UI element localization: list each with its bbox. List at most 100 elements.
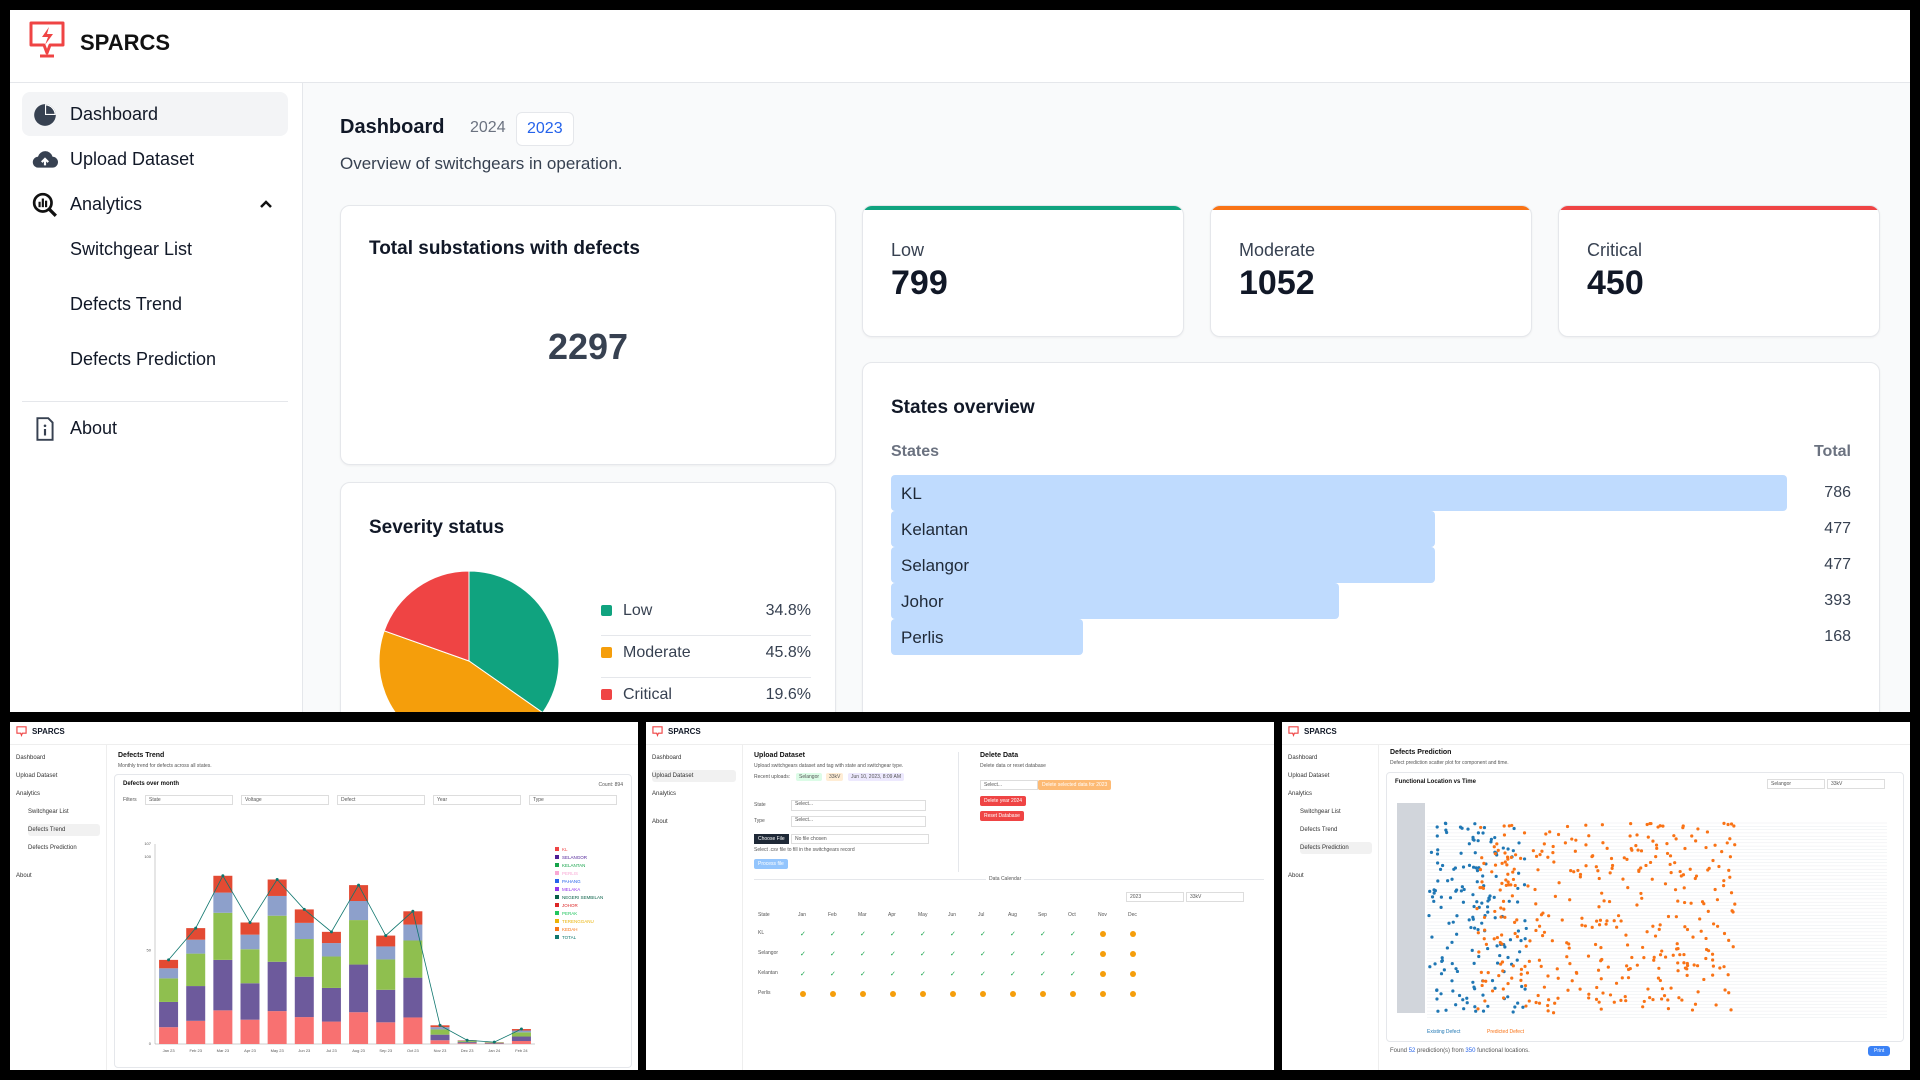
check-icon: ✓: [950, 931, 956, 938]
trend-bar-segment: [511, 1036, 531, 1042]
predicted-defect-point: [1547, 998, 1551, 1002]
x-tick-label: May 23: [271, 1048, 285, 1053]
calendar-voltage-select[interactable]: 33kV: [1186, 892, 1244, 902]
existing-defect-point: [1481, 831, 1485, 835]
delete-selected-button[interactable]: Delete selected data for 2023: [1038, 780, 1112, 790]
sidebar-item-switchgear-list[interactable]: Switchgear List: [1300, 809, 1341, 815]
sidebar-item-dashboard[interactable]: Dashboard: [1288, 755, 1318, 761]
predicted-defect-point: [1519, 978, 1523, 982]
sidebar-item-switchgear-list[interactable]: Switchgear List: [28, 809, 69, 815]
sidebar: Dashboard Upload Dataset Analytics Switc…: [1282, 744, 1379, 1070]
state-select[interactable]: Selangor: [1767, 779, 1825, 789]
sidebar-item-analytics[interactable]: Analytics: [1288, 791, 1313, 797]
total-point: [167, 958, 171, 962]
predicted-defect-point: [1500, 960, 1505, 964]
sidebar-item-about[interactable]: About: [16, 873, 32, 879]
sidebar-item-analytics[interactable]: Analytics: [22, 182, 288, 226]
legend-swatch: [555, 887, 559, 891]
sidebar-item-defects-prediction[interactable]: Defects Prediction: [1300, 842, 1372, 854]
sidebar-item-about[interactable]: About: [652, 819, 668, 825]
state-row: Johor 393: [891, 583, 1851, 619]
sidebar-item-upload-dataset[interactable]: Upload Dataset: [22, 137, 288, 181]
sidebar-item-upload-dataset[interactable]: Upload Dataset: [16, 773, 58, 779]
filter-voltage[interactable]: Voltage: [241, 795, 329, 805]
severity-label: Moderate: [1239, 240, 1316, 260]
predicted-defect-point: [1578, 872, 1583, 877]
type-select[interactable]: Select...: [791, 816, 926, 827]
legend-swatch: [555, 847, 559, 851]
existing-defect-point: [1493, 835, 1497, 840]
state-bar: [891, 547, 1435, 583]
filter-year[interactable]: Year: [433, 795, 521, 805]
state-select[interactable]: Select...: [791, 800, 926, 811]
filter-type[interactable]: Type: [529, 795, 617, 805]
file-input[interactable]: No file chosen: [791, 834, 929, 844]
filter-state[interactable]: State: [145, 795, 233, 805]
sidebar-item-about[interactable]: About: [1288, 873, 1304, 879]
calendar-year-select[interactable]: 2023: [1126, 892, 1184, 902]
predicted-defect-point: [1500, 881, 1504, 886]
delete-year-select[interactable]: Select...: [980, 780, 1038, 790]
predicted-defect-point: [1590, 925, 1594, 930]
predicted-defect-point: [1681, 824, 1685, 828]
trend-chart-card: Defects over month Count: 894 Filters St…: [114, 774, 632, 1068]
predicted-defect-point: [1711, 958, 1715, 962]
sidebar-item-analytics[interactable]: Analytics: [16, 791, 41, 797]
predicted-defect-point: [1568, 898, 1572, 902]
voltage-select[interactable]: 33kV: [1827, 779, 1885, 789]
y-tick-label: 0: [149, 1041, 152, 1046]
predicted-defect-point: [1506, 872, 1510, 876]
sidebar-item-defects-prediction[interactable]: Defects Prediction: [70, 349, 217, 369]
legend-swatch: [555, 863, 559, 867]
filter-defect[interactable]: Defect: [337, 795, 425, 805]
sidebar-item-upload-dataset[interactable]: Upload Dataset: [652, 770, 736, 782]
column-header-month: Apr: [888, 912, 896, 918]
existing-defect-point: [1467, 863, 1472, 868]
delete-year-button[interactable]: Delete year 2024: [980, 796, 1027, 806]
sidebar-item-about-row[interactable]: About: [22, 394, 288, 441]
footer-text: functional locations.: [1477, 1048, 1530, 1054]
state-name: Selangor: [901, 556, 970, 575]
predicted-defect-point: [1726, 973, 1730, 977]
legend-swatch: [555, 855, 559, 859]
sidebar-item-defects-trend[interactable]: Defects Trend: [28, 824, 100, 836]
sidebar-item-dashboard[interactable]: Dashboard: [16, 755, 46, 761]
sidebar-item-upload-dataset[interactable]: Upload Dataset: [1288, 773, 1330, 779]
trend-bar-segment: [403, 924, 423, 941]
predicted-defect-point: [1568, 961, 1572, 966]
predicted-defect-point: [1584, 843, 1588, 847]
existing-defect-point: [1490, 979, 1495, 983]
x-tick-label: Jan 23: [163, 1048, 176, 1053]
sidebar-item-defects-trend[interactable]: Defects Trend: [1300, 827, 1338, 833]
sidebar-item-dashboard[interactable]: Dashboard: [22, 92, 288, 136]
predicted-defect-point: [1711, 964, 1715, 968]
predicted-defect-point: [1599, 1007, 1603, 1011]
tab-year-2023[interactable]: 2023: [516, 112, 574, 146]
sparcs-logo[interactable]: [28, 20, 66, 62]
predicted-defect-point: [1502, 907, 1506, 911]
predicted-defect-point: [1648, 996, 1652, 1000]
legend-label: Low: [623, 602, 653, 619]
existing-defect-point: [1450, 979, 1454, 983]
process-file-button[interactable]: Process file: [754, 859, 788, 869]
existing-defect-point: [1511, 849, 1515, 853]
sidebar-item-defects-prediction[interactable]: Defects Prediction: [28, 845, 77, 851]
print-button[interactable]: Print: [1868, 1046, 1891, 1056]
sidebar-item-analytics[interactable]: Analytics: [652, 791, 677, 797]
choose-file-button[interactable]: Choose File: [754, 834, 789, 844]
existing-defect-point: [1472, 985, 1476, 989]
predicted-defect-point: [1550, 939, 1554, 943]
total-point: [465, 1038, 469, 1042]
check-icon: ✓: [1070, 971, 1076, 978]
reset-database-button[interactable]: Reset Database: [980, 811, 1024, 821]
sidebar-item-dashboard[interactable]: Dashboard: [652, 755, 682, 761]
trend-bar-segment: [240, 934, 260, 950]
predicted-defect-point: [1619, 919, 1623, 923]
sidebar-item-switchgear-list[interactable]: Switchgear List: [70, 239, 193, 259]
predicted-defect-point: [1619, 998, 1623, 1002]
chevron-up-icon[interactable]: [258, 196, 274, 212]
tab-year-2024[interactable]: 2024: [470, 119, 506, 136]
sidebar-item-label: Upload Dataset: [70, 149, 195, 169]
card-accent-bar: [1559, 206, 1879, 210]
sidebar-item-defects-trend[interactable]: Defects Trend: [70, 294, 183, 314]
